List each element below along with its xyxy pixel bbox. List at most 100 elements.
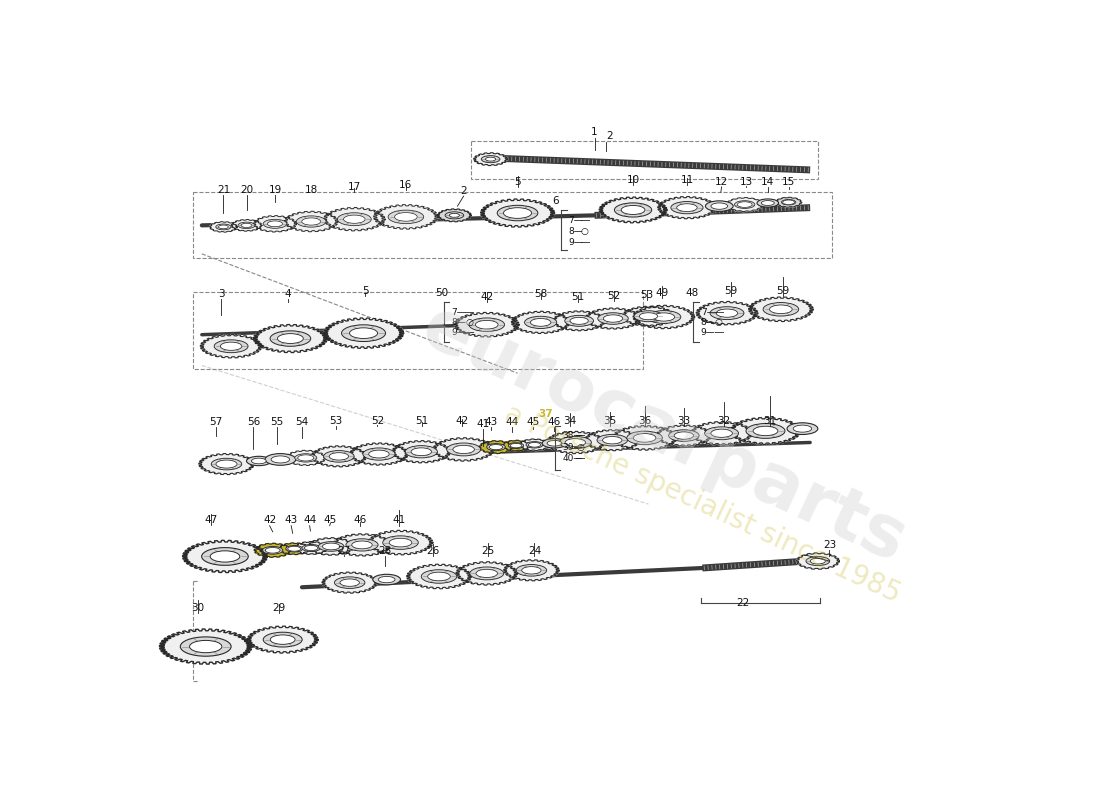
Ellipse shape [711,203,727,210]
Ellipse shape [405,446,438,458]
Polygon shape [308,538,354,555]
Ellipse shape [265,454,296,466]
Text: 11: 11 [680,175,694,186]
Text: 30: 30 [191,603,205,614]
Ellipse shape [319,542,344,551]
Ellipse shape [352,541,372,549]
Polygon shape [286,450,326,466]
Ellipse shape [615,203,651,217]
Text: 5: 5 [514,177,521,187]
Ellipse shape [761,201,774,206]
Ellipse shape [475,320,498,329]
Ellipse shape [334,577,365,589]
Ellipse shape [277,334,304,343]
Text: 38—: 38— [562,431,583,440]
Ellipse shape [508,442,524,449]
Ellipse shape [603,315,623,322]
Ellipse shape [252,458,266,464]
Polygon shape [726,198,763,211]
Text: 3: 3 [218,289,224,298]
Polygon shape [254,543,292,558]
Text: 29: 29 [272,603,286,614]
Text: 46: 46 [547,417,560,427]
Text: ―: ― [576,454,585,463]
Ellipse shape [322,543,340,550]
Text: 42: 42 [455,415,469,426]
Polygon shape [350,443,408,465]
Text: 21: 21 [217,185,230,194]
Polygon shape [279,543,310,554]
Polygon shape [613,426,676,450]
Ellipse shape [528,442,541,447]
Polygon shape [374,205,438,229]
Ellipse shape [263,632,302,647]
Ellipse shape [705,427,738,440]
Ellipse shape [389,538,411,547]
Polygon shape [200,334,262,358]
Text: 8—: 8— [451,318,466,327]
Polygon shape [658,197,716,218]
Text: 10: 10 [627,175,639,186]
Text: 28: 28 [378,546,392,556]
Ellipse shape [647,310,681,323]
Text: 25: 25 [482,546,495,556]
Text: 51: 51 [571,292,584,302]
Polygon shape [323,318,404,348]
Text: ○: ○ [465,318,473,327]
Text: 43: 43 [485,417,498,427]
Text: 41: 41 [476,418,490,429]
Ellipse shape [559,436,592,449]
Text: 56: 56 [246,417,260,427]
Ellipse shape [754,426,778,436]
Text: 7—: 7— [701,308,716,317]
Text: 6: 6 [552,196,560,206]
Text: 39—: 39— [562,442,583,452]
Ellipse shape [711,306,744,319]
Polygon shape [634,306,695,329]
Ellipse shape [603,437,622,444]
Text: 59: 59 [777,286,790,296]
Polygon shape [776,198,802,207]
Text: 52: 52 [607,291,620,301]
Ellipse shape [676,204,697,211]
Text: 2: 2 [460,186,467,196]
Polygon shape [392,441,451,463]
Ellipse shape [345,538,378,551]
Ellipse shape [298,455,314,461]
Text: 7—: 7— [569,216,583,226]
Text: 24: 24 [528,546,541,556]
Polygon shape [253,216,297,232]
Ellipse shape [735,201,755,209]
Ellipse shape [716,309,738,318]
Ellipse shape [271,635,295,644]
Ellipse shape [526,442,543,448]
Text: 1: 1 [591,127,598,137]
Text: 12: 12 [715,177,728,187]
Text: 22: 22 [737,598,750,608]
Text: 34: 34 [563,415,576,426]
Ellipse shape [329,453,349,460]
Polygon shape [512,311,570,334]
Text: ○: ○ [581,227,589,236]
Polygon shape [332,534,392,556]
Text: a Porsche specialist since 1985: a Porsche specialist since 1985 [499,400,905,609]
Text: 45: 45 [526,417,540,427]
Ellipse shape [211,458,242,470]
Ellipse shape [763,302,799,316]
Ellipse shape [411,448,431,456]
Ellipse shape [470,567,504,580]
Polygon shape [284,211,338,232]
Ellipse shape [542,438,566,448]
Text: 55: 55 [271,417,284,427]
Polygon shape [295,542,328,554]
Text: 47: 47 [205,515,218,525]
Ellipse shape [705,201,733,211]
Ellipse shape [373,574,400,585]
Ellipse shape [378,576,395,582]
Text: 42: 42 [480,292,494,302]
Ellipse shape [446,212,464,219]
Text: 37: 37 [538,410,553,419]
Text: 19: 19 [268,185,282,194]
Text: 50: 50 [436,288,449,298]
Bar [192,192,832,258]
